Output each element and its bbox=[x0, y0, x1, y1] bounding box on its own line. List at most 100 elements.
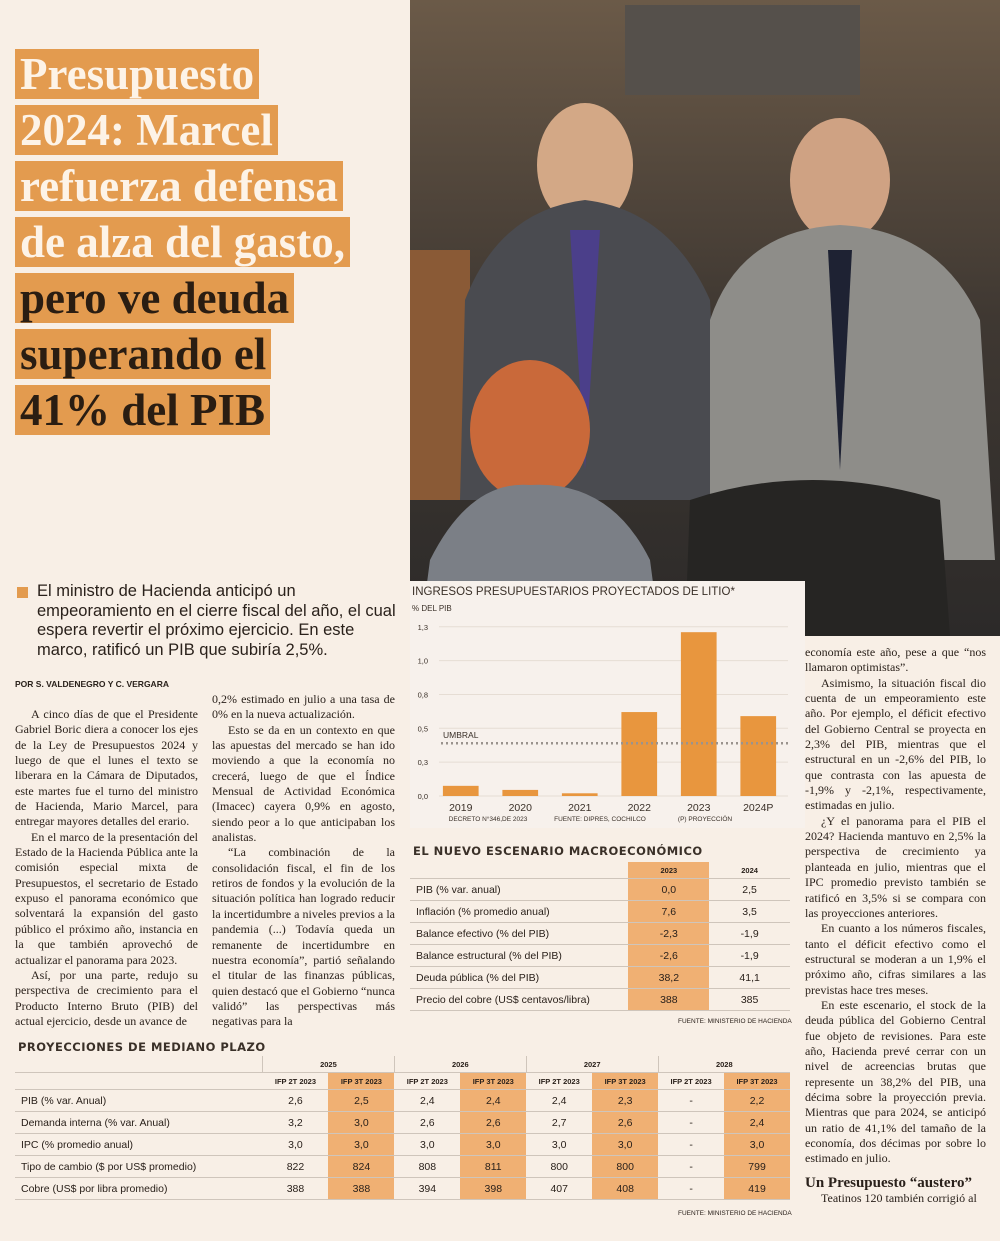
table-cell: 2,4 bbox=[724, 1111, 790, 1134]
table-cell: 408 bbox=[592, 1177, 659, 1200]
paragraph: Asimismo, la situación fiscal dio cuenta… bbox=[805, 675, 986, 813]
x-tick-label: 2019 bbox=[449, 802, 473, 814]
headline-part: Presupuesto 2024: Marcel refuerza defens… bbox=[15, 49, 350, 267]
table-cell: 2,2 bbox=[724, 1089, 790, 1112]
bar bbox=[561, 793, 598, 796]
table-cell bbox=[15, 1072, 263, 1090]
headline-part: pero ve deuda superando el 41% del PIB bbox=[15, 273, 295, 435]
x-tick-label: 2024P bbox=[743, 802, 773, 814]
table-cell: 2,7 bbox=[526, 1111, 593, 1134]
table-row: Tipo de cambio ($ por US$ promedio) 822 82… bbox=[15, 1155, 790, 1178]
table-cell: - bbox=[658, 1089, 725, 1112]
table-row: 2025 2026 2027 2028 bbox=[15, 1056, 790, 1073]
table-cell: 3,0 bbox=[328, 1111, 395, 1134]
table-cell: -1,9 bbox=[709, 922, 790, 945]
bar bbox=[442, 785, 479, 796]
table-cell: IFP 2T 2023 bbox=[658, 1072, 725, 1090]
table-cell: 385 bbox=[709, 988, 790, 1011]
y-tick-label: 0,0 bbox=[418, 792, 428, 801]
table-cell: 3,0 bbox=[328, 1133, 395, 1156]
table-cell: 3,0 bbox=[526, 1133, 593, 1156]
table-cell: 388 bbox=[328, 1177, 395, 1200]
table-row: Demanda interna (% var. Anual) 3,2 3,0 2,6 2… bbox=[15, 1111, 790, 1134]
table-cell: - bbox=[658, 1155, 725, 1178]
bullet bbox=[17, 587, 28, 598]
table-cell: 2,4 bbox=[526, 1089, 593, 1112]
table-cell: 3,5 bbox=[709, 900, 790, 923]
table-cell: 799 bbox=[724, 1155, 790, 1178]
table-cell: 3,0 bbox=[262, 1133, 329, 1156]
byline: POR S. VALDENEGRO Y C. VERGARA bbox=[15, 679, 169, 689]
table-cell: -2,3 bbox=[628, 922, 710, 945]
table-cell: 824 bbox=[328, 1155, 395, 1178]
chart-note: DECRETO N°346,DE 2023 bbox=[449, 815, 528, 823]
table-row: Inflación (% promedio anual) 7,6 3,5 bbox=[410, 900, 790, 923]
y-tick-label: 0,3 bbox=[418, 758, 428, 767]
x-tick-label: 2022 bbox=[628, 802, 652, 814]
table-cell: - bbox=[658, 1111, 725, 1134]
table-cell: 3,0 bbox=[394, 1133, 461, 1156]
table-cell: 2,6 bbox=[592, 1111, 659, 1134]
table-cell: 2028 bbox=[657, 1056, 790, 1073]
paragraph: En cuanto a los números fiscales, tanto … bbox=[805, 921, 986, 997]
table-cell: 388 bbox=[262, 1177, 329, 1200]
table-cell: 2,6 bbox=[394, 1111, 461, 1134]
paragraph: ¿Y el panorama para el PIB el 2024? Haci… bbox=[805, 813, 986, 920]
table-cell: 800 bbox=[592, 1155, 659, 1178]
table-cell: PIB (% var. anual) bbox=[410, 878, 629, 901]
table-cell: IFP 2T 2023 bbox=[394, 1072, 461, 1090]
table-cell: 800 bbox=[526, 1155, 593, 1178]
table-cell: IFP 2T 2023 bbox=[262, 1072, 329, 1090]
table-cell: 7,6 bbox=[628, 900, 710, 923]
table-cell: IFP 3T 2023 bbox=[592, 1072, 659, 1090]
table-cell: Deuda pública (% del PIB) bbox=[410, 966, 629, 989]
paragraph: Esto se da en un contexto en que las apu… bbox=[212, 722, 395, 845]
table-title: PROYECCIONES DE MEDIANO PLAZO bbox=[18, 1040, 266, 1054]
table-cell: 811 bbox=[460, 1155, 527, 1178]
table-cell: 3,0 bbox=[592, 1133, 659, 1156]
bar bbox=[621, 712, 658, 796]
table-cell: 0,0 bbox=[628, 878, 710, 901]
table-cell: 2,6 bbox=[460, 1111, 527, 1134]
table-cell: Tipo de cambio ($ por US$ promedio) bbox=[15, 1155, 263, 1178]
table-cell: 41,1 bbox=[709, 966, 790, 989]
table-row: Precio del cobre (US$ centavos/libra) 388… bbox=[410, 988, 790, 1011]
table-cell: Demanda interna (% var. Anual) bbox=[15, 1111, 263, 1134]
lede: El ministro de Hacienda anticipó un empe… bbox=[37, 582, 396, 659]
table-source: FUENTE: MINISTERIO DE HACIENDA bbox=[678, 1018, 792, 1025]
table-cell: 394 bbox=[394, 1177, 461, 1200]
table-cell: 822 bbox=[262, 1155, 329, 1178]
table-cell: - bbox=[658, 1133, 725, 1156]
table-cell: 2,5 bbox=[328, 1089, 395, 1112]
paragraph: En el marco de la presentación del Estad… bbox=[15, 829, 198, 967]
table-cell: PIB (% var. Anual) bbox=[15, 1089, 263, 1112]
table-source: FUENTE: MINISTERIO DE HACIENDA bbox=[678, 1210, 792, 1217]
y-tick-label: 1,0 bbox=[418, 657, 428, 666]
chart-note: FUENTE: DIPRES, COCHILCO bbox=[554, 816, 646, 823]
table-cell: IFP 3T 2023 bbox=[724, 1072, 790, 1090]
paragraph: “La combinación de la consolidación fisc… bbox=[212, 845, 395, 1029]
subhead: Un Presupuesto “austero” bbox=[805, 1174, 972, 1191]
table-cell: Precio del cobre (US$ centavos/libra) bbox=[410, 988, 629, 1011]
table: 2025 2026 2027 2028 IFP 2T 2023 IFP 3T 2023 IF… bbox=[15, 1056, 790, 1200]
column: A cinco días de que el Presidente Gabrie… bbox=[15, 707, 198, 1029]
y-tick-label: 1,3 bbox=[418, 623, 428, 632]
table-row: Deuda pública (% del PIB) 38,2 41,1 bbox=[410, 966, 790, 989]
table-cell: - bbox=[658, 1177, 725, 1200]
table-cell: -1,9 bbox=[709, 944, 790, 967]
threshold-label: UMBRAL bbox=[443, 730, 479, 740]
table: 2023 2024 PIB (% var. anual) 0,0 2,5 Inflació… bbox=[410, 862, 790, 1011]
table-cell: Inflación (% promedio anual) bbox=[410, 900, 629, 923]
photo bbox=[410, 0, 1000, 636]
table-cell: 808 bbox=[394, 1155, 461, 1178]
table-cell: 2026 bbox=[393, 1056, 527, 1073]
paragraph: Así, por una parte, redujo su perspectiv… bbox=[15, 967, 198, 1028]
table-row: PIB (% var. Anual) 2,6 2,5 2,4 2,4 2,4 2,3-2,2 bbox=[15, 1089, 790, 1112]
paragraph: 0,2% estimado en julio a una tasa de 0% … bbox=[212, 692, 395, 722]
table-cell: 2,3 bbox=[592, 1089, 659, 1112]
y-tick-label: 0,5 bbox=[418, 724, 428, 733]
x-tick-label: 2023 bbox=[687, 802, 711, 814]
table-cell: 2,6 bbox=[262, 1089, 329, 1112]
table-cell bbox=[15, 1056, 263, 1073]
